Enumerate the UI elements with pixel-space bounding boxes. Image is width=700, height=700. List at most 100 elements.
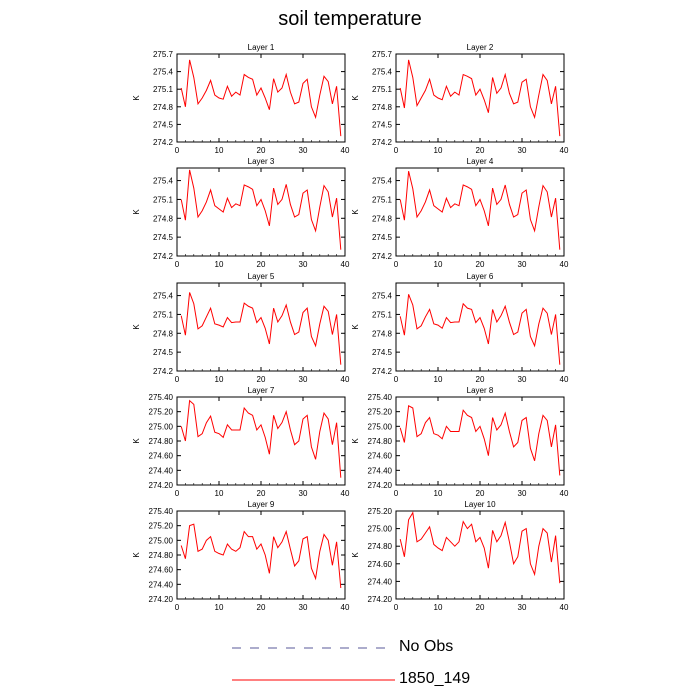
panel-layer-1: Layer 1 K 0 10 20 30 40 274.2 274.5 274.8 275.1 275… [132, 43, 350, 155]
y-tick-label: 275.4 [372, 292, 393, 301]
panel-layer-3: Layer 3 K 0 10 20 30 40 274.2 274.5 274.8 275.1 275… [132, 157, 350, 269]
y-tick-label: 274.5 [153, 233, 174, 242]
x-tick-label: 10 [215, 375, 224, 384]
y-tick-label: 275.00 [368, 422, 393, 431]
y-tick-label: 274.5 [153, 120, 174, 129]
y-tick-label: 275.40 [368, 393, 393, 402]
x-tick-label: 20 [476, 375, 485, 384]
x-tick-label: 20 [476, 146, 485, 155]
x-tick-label: 30 [299, 260, 308, 269]
y-tick-label: 275.4 [372, 68, 393, 77]
x-tick-label: 20 [257, 603, 266, 612]
x-tick-label: 30 [299, 603, 308, 612]
y-tick-label: 274.60 [368, 452, 393, 461]
y-tick-label: 275.40 [149, 393, 174, 402]
y-tick-label: 274.40 [149, 466, 174, 475]
x-tick-label: 30 [518, 603, 527, 612]
panel-title: Layer 9 [248, 500, 275, 509]
y-tick-label: 275.7 [372, 50, 393, 59]
y-axis-label: K [351, 95, 360, 101]
series-line-1850-149 [399, 59, 561, 137]
y-tick-label: 275.20 [149, 408, 174, 417]
series-line-1850-149 [180, 292, 342, 365]
y-tick-label: 275.20 [149, 522, 174, 531]
x-tick-label: 30 [518, 146, 527, 155]
y-tick-label: 274.2 [372, 367, 393, 376]
series-line-1850-149 [399, 405, 561, 476]
y-tick-label: 274.8 [372, 214, 393, 223]
x-tick-label: 20 [476, 260, 485, 269]
x-tick-label: 30 [518, 260, 527, 269]
series-line-1850-149 [180, 399, 342, 478]
x-tick-label: 20 [476, 489, 485, 498]
y-tick-label: 274.5 [372, 348, 393, 357]
panel-title: Layer 1 [248, 43, 275, 52]
x-tick-label: 40 [341, 603, 350, 612]
panel-layer-10: Layer 10 K 0 10 20 30 40 274.20 274.40 274.60 274.… [351, 500, 569, 612]
y-axis-label: K [351, 552, 360, 558]
y-tick-label: 275.4 [372, 177, 393, 186]
y-tick-label: 274.8 [372, 103, 393, 112]
panel-layer-7: Layer 7 K 0 10 20 30 40 274.20 274.40 274.60 274.8… [132, 386, 350, 498]
x-tick-label: 20 [476, 603, 485, 612]
y-tick-label: 275.1 [153, 310, 174, 319]
x-tick-label: 0 [175, 260, 180, 269]
y-tick-label: 274.8 [153, 103, 174, 112]
y-tick-label: 274.20 [149, 595, 174, 604]
x-tick-label: 40 [341, 375, 350, 384]
y-tick-label: 275.40 [149, 507, 174, 516]
panel-layer-8: Layer 8 K 0 10 20 30 40 274.20 274.40 274.60 274.8… [351, 386, 569, 498]
x-tick-label: 40 [560, 489, 569, 498]
y-tick-label: 275.20 [368, 408, 393, 417]
y-tick-label: 274.80 [149, 437, 174, 446]
y-tick-label: 274.2 [153, 367, 174, 376]
plot-frame [395, 510, 565, 600]
x-tick-label: 10 [434, 489, 443, 498]
y-axis-label: K [351, 438, 360, 444]
x-tick-label: 0 [175, 489, 180, 498]
y-tick-label: 275.4 [153, 68, 174, 77]
y-tick-label: 275.00 [149, 422, 174, 431]
plot-frame [176, 396, 346, 486]
x-tick-label: 40 [341, 146, 350, 155]
x-tick-label: 0 [175, 375, 180, 384]
y-tick-label: 274.5 [372, 120, 393, 129]
x-tick-label: 10 [215, 489, 224, 498]
plot-frame [395, 282, 565, 372]
x-tick-label: 30 [518, 375, 527, 384]
y-tick-label: 274.20 [149, 481, 174, 490]
y-tick-label: 274.20 [368, 595, 393, 604]
plot-frame [176, 510, 346, 600]
y-tick-label: 275.1 [372, 85, 393, 94]
x-tick-label: 10 [434, 375, 443, 384]
plot-frame [395, 167, 565, 257]
y-tick-label: 274.40 [149, 580, 174, 589]
y-tick-label: 274.8 [153, 329, 174, 338]
y-tick-label: 274.5 [372, 233, 393, 242]
x-tick-label: 40 [341, 260, 350, 269]
y-axis-label: K [132, 438, 141, 444]
x-tick-label: 10 [215, 603, 224, 612]
panel-layer-6: Layer 6 K 0 10 20 30 40 274.2 274.5 274.8 275.1 275… [351, 272, 569, 384]
x-tick-label: 20 [257, 375, 266, 384]
y-tick-label: 275.1 [153, 85, 174, 94]
x-tick-label: 20 [257, 260, 266, 269]
y-tick-label: 275.4 [153, 292, 174, 301]
panel-title: Layer 8 [467, 386, 494, 395]
plot-frame [176, 167, 346, 257]
x-tick-label: 0 [175, 603, 180, 612]
series-line-1850-149 [180, 523, 342, 589]
panel-layer-2: Layer 2 K 0 10 20 30 40 274.2 274.5 274.8 275.1 275… [351, 43, 569, 155]
panel-title: Layer 5 [248, 272, 275, 281]
x-tick-label: 10 [434, 146, 443, 155]
y-tick-label: 274.80 [149, 551, 174, 560]
series-line-1850-149 [399, 511, 561, 584]
x-tick-label: 0 [394, 603, 399, 612]
y-axis-label: K [132, 209, 141, 215]
y-axis-label: K [351, 209, 360, 215]
y-tick-label: 274.80 [368, 542, 393, 551]
x-tick-label: 10 [434, 260, 443, 269]
y-tick-label: 274.40 [368, 577, 393, 586]
y-tick-label: 275.00 [368, 525, 393, 534]
